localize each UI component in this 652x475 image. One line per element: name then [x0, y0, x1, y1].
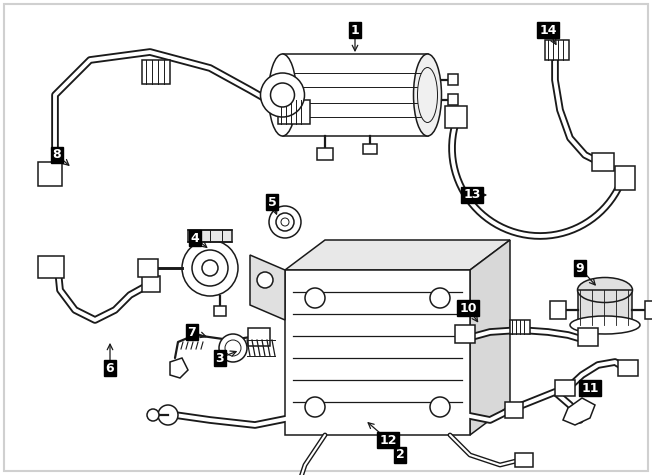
Text: 5: 5 — [267, 196, 276, 209]
Bar — [550, 301, 566, 319]
Bar — [578, 290, 632, 325]
Polygon shape — [250, 255, 285, 320]
Text: 3: 3 — [216, 352, 224, 364]
Bar — [578, 328, 598, 346]
Text: 12: 12 — [379, 434, 397, 446]
Bar — [618, 360, 638, 376]
Text: 10: 10 — [459, 302, 477, 314]
Bar — [38, 256, 64, 278]
Circle shape — [269, 206, 301, 238]
Bar — [363, 144, 377, 154]
Text: 1: 1 — [351, 23, 359, 37]
Bar — [545, 40, 569, 60]
Circle shape — [271, 83, 295, 107]
Polygon shape — [170, 358, 188, 378]
Circle shape — [158, 405, 178, 425]
Bar — [592, 153, 614, 171]
Circle shape — [281, 218, 289, 226]
Bar — [510, 320, 530, 334]
Bar — [445, 106, 467, 128]
Text: 2: 2 — [396, 448, 404, 462]
Circle shape — [276, 213, 294, 231]
Text: 14: 14 — [539, 23, 557, 37]
Circle shape — [430, 288, 450, 308]
Ellipse shape — [570, 316, 640, 334]
Bar — [188, 230, 232, 242]
Bar — [555, 380, 575, 396]
Bar — [285, 270, 470, 435]
Bar — [278, 100, 310, 124]
Bar — [645, 301, 652, 319]
Bar — [38, 162, 62, 186]
Ellipse shape — [413, 54, 441, 136]
Circle shape — [261, 73, 304, 117]
Circle shape — [257, 272, 273, 288]
Bar — [447, 74, 458, 85]
Bar — [317, 148, 333, 160]
Text: 7: 7 — [188, 325, 196, 339]
Polygon shape — [285, 240, 510, 270]
Polygon shape — [563, 398, 595, 425]
Ellipse shape — [417, 67, 437, 123]
Text: 11: 11 — [581, 381, 599, 395]
Circle shape — [225, 340, 241, 356]
Text: 6: 6 — [106, 361, 114, 374]
Bar — [142, 60, 170, 84]
Polygon shape — [470, 240, 510, 435]
Circle shape — [192, 250, 228, 286]
Bar — [615, 166, 634, 190]
Bar — [515, 453, 533, 467]
Ellipse shape — [269, 54, 297, 136]
Bar — [248, 328, 270, 346]
Bar — [505, 402, 523, 418]
Text: 4: 4 — [190, 231, 200, 245]
Bar — [142, 276, 160, 292]
Bar — [214, 306, 226, 316]
Circle shape — [202, 260, 218, 276]
Circle shape — [430, 397, 450, 417]
Ellipse shape — [578, 277, 632, 303]
Bar — [138, 259, 158, 277]
Circle shape — [182, 240, 238, 296]
Circle shape — [219, 334, 247, 362]
Circle shape — [305, 397, 325, 417]
Bar — [282, 54, 428, 136]
Text: 13: 13 — [464, 189, 481, 201]
Circle shape — [305, 288, 325, 308]
Text: 9: 9 — [576, 262, 584, 275]
Circle shape — [147, 409, 159, 421]
Bar — [447, 94, 458, 105]
Bar — [455, 325, 475, 343]
Text: 8: 8 — [53, 149, 61, 162]
